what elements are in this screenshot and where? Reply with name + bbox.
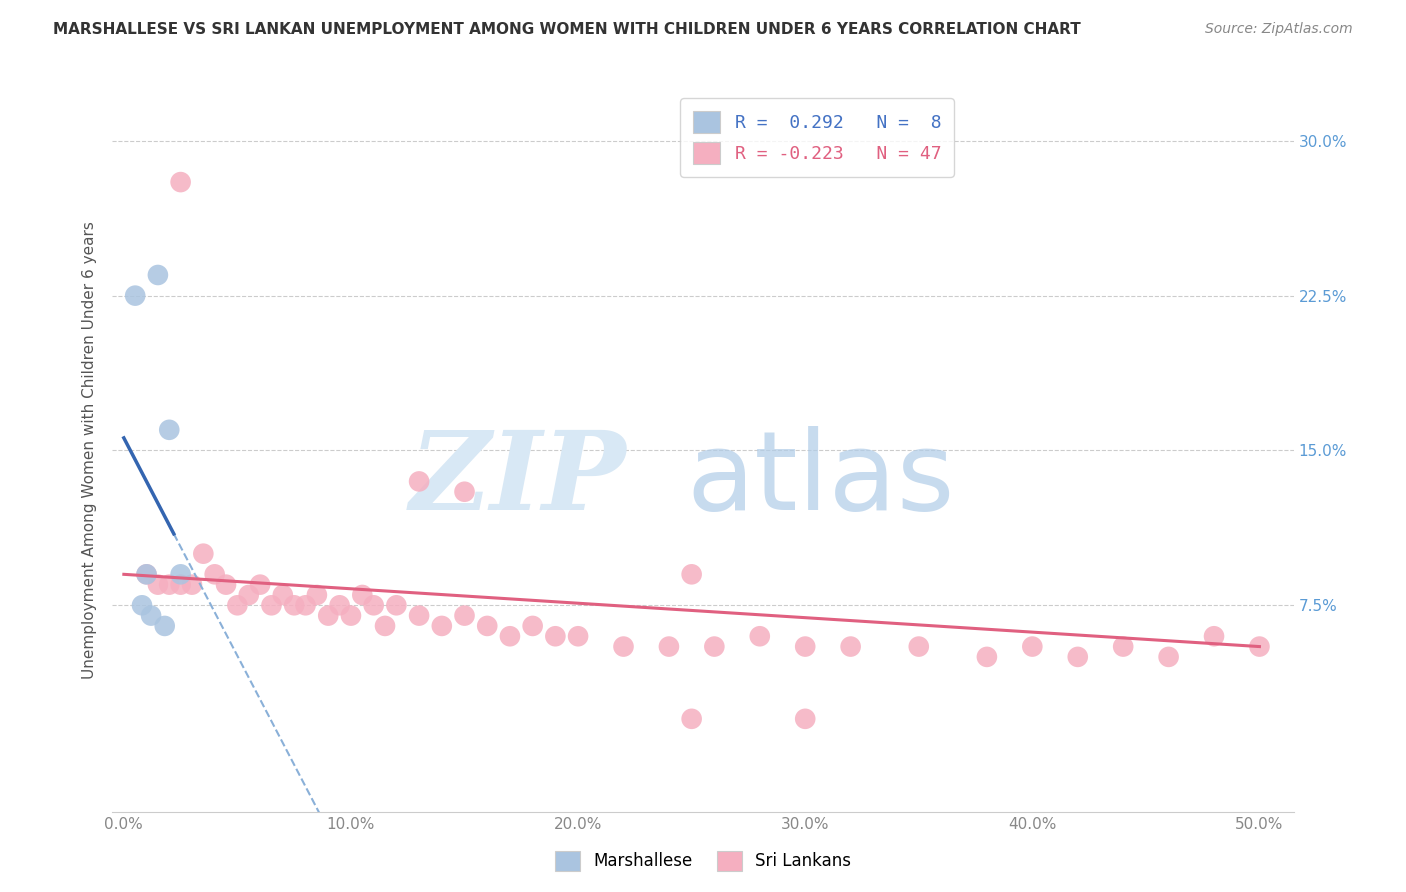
Point [153,619,176,633]
Text: atlas: atlas [688,425,955,533]
Point [283,599,305,613]
Point [139,608,162,623]
Text: MARSHALLESE VS SRI LANKAN UNEMPLOYMENT AMONG WOMEN WITH CHILDREN UNDER 6 YEARS C: MARSHALLESE VS SRI LANKAN UNEMPLOYMENT A… [53,22,1081,37]
Point [703,640,725,654]
Y-axis label: Unemployment Among Women with Children Under 6 years: Unemployment Among Women with Children U… [82,221,97,680]
Point [157,423,180,437]
Point [226,599,249,613]
Point [352,588,374,602]
Point [907,640,929,654]
Point [363,599,385,613]
Point [249,577,271,591]
Point [1112,640,1135,654]
Point [1202,629,1225,643]
Point [329,599,352,613]
Point [260,599,283,613]
Point [1021,640,1043,654]
Point [146,268,169,282]
Legend: R =  0.292   N =  8, R = -0.223   N = 47: R = 0.292 N = 8, R = -0.223 N = 47 [681,98,953,177]
Point [124,288,146,302]
Point [522,619,544,633]
Point [794,640,817,654]
Point [453,608,475,623]
Point [340,608,363,623]
Text: ZIP: ZIP [409,425,626,533]
Point [658,640,681,654]
Point [408,475,430,489]
Point [794,712,817,726]
Point [430,619,453,633]
Point [1067,649,1090,664]
Point [169,567,191,582]
Point [271,588,294,602]
Point [748,629,770,643]
Point [681,567,703,582]
Legend: Marshallese, Sri Lankans: Marshallese, Sri Lankans [546,842,860,880]
Point [157,577,180,591]
Point [215,577,238,591]
Text: Source: ZipAtlas.com: Source: ZipAtlas.com [1205,22,1353,37]
Point [612,640,634,654]
Point [305,588,328,602]
Point [976,649,998,664]
Point [135,567,157,582]
Point [204,567,226,582]
Point [169,175,191,189]
Point [453,484,475,499]
Point [681,712,703,726]
Point [408,608,430,623]
Point [135,567,157,582]
Point [567,629,589,643]
Point [181,577,204,591]
Point [385,599,408,613]
Point [316,608,339,623]
Point [146,577,169,591]
Point [374,619,396,633]
Point [499,629,522,643]
Point [169,577,191,591]
Point [544,629,567,643]
Point [1157,649,1180,664]
Point [238,588,260,602]
Point [1249,640,1271,654]
Point [193,547,215,561]
Point [839,640,862,654]
Point [131,599,153,613]
Point [477,619,499,633]
Point [294,599,316,613]
